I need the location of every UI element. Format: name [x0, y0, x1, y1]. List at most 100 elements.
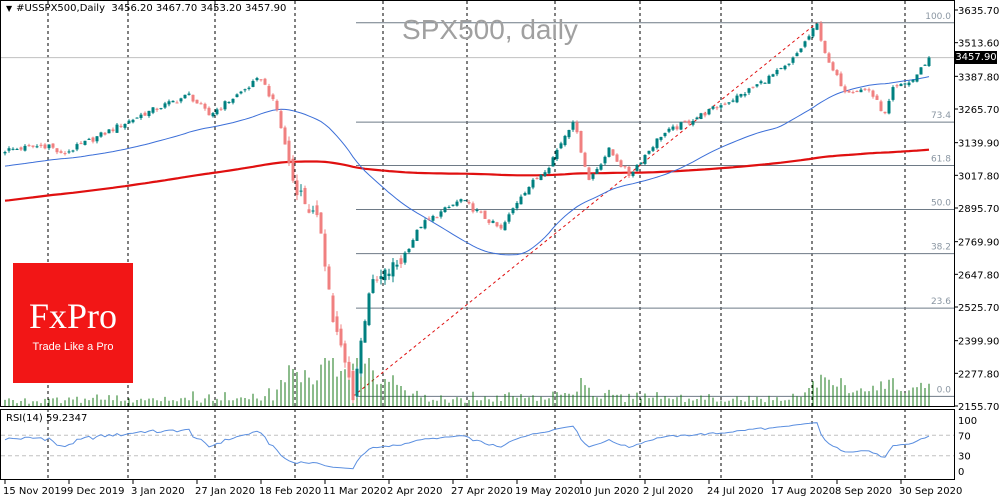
candle-bull: [911, 80, 915, 82]
candle-bull: [371, 279, 375, 293]
candle-bear: [819, 23, 823, 41]
y-tick-label: 2525.70: [958, 303, 999, 314]
candle-bull: [87, 138, 91, 140]
main-panel-frame: [0, 0, 955, 407]
candle-bull: [755, 84, 759, 87]
candle-bear: [483, 210, 487, 219]
fib-level-label: 23.6: [931, 297, 951, 307]
candle-bear: [111, 129, 115, 132]
candle-bull: [787, 63, 791, 65]
candle-bull: [503, 222, 507, 231]
candle-bull: [147, 110, 151, 116]
candle-bull: [691, 121, 695, 125]
candle-bull: [515, 202, 519, 209]
candle-bear: [199, 103, 203, 105]
candle-bull: [359, 340, 363, 374]
ma200-line: [4, 148, 930, 202]
candle-bull: [887, 100, 891, 114]
candle-bull: [223, 101, 227, 110]
candle-bull: [407, 248, 411, 253]
candle-bull: [99, 132, 103, 137]
rsi-axis-label: 30: [958, 452, 971, 463]
candle-bull: [115, 124, 119, 133]
candle-bull: [131, 119, 135, 123]
candle-bear: [19, 147, 23, 150]
candle-bear: [683, 120, 687, 122]
candle-bear: [723, 103, 727, 105]
x-tick-label: 15 Nov 2019: [3, 486, 67, 497]
candle-bull: [907, 82, 911, 86]
candle-bull: [7, 148, 11, 151]
candle-bull: [491, 220, 495, 223]
candle-bear: [275, 100, 279, 110]
candle-bull: [67, 151, 71, 153]
candle-bull: [163, 103, 167, 108]
candle-bear: [287, 140, 291, 164]
candle-bull: [23, 145, 27, 151]
ohlc-values: 3456.20 3467.70 3453.20 3457.90: [111, 3, 287, 14]
candle-bear: [335, 316, 339, 332]
candle-bull: [707, 109, 711, 115]
candle-bear: [207, 107, 211, 116]
candle-bull: [211, 113, 215, 117]
x-tick-label: 18 Feb 2020: [259, 486, 321, 497]
candle-bull: [239, 91, 243, 94]
candle-bull: [551, 157, 555, 167]
fib-level-label: 50.0: [931, 199, 951, 209]
x-tick-label: 11 Mar 2020: [323, 486, 386, 497]
candle-bull: [75, 144, 79, 150]
candle-bear: [291, 158, 295, 181]
candle-bear: [619, 160, 623, 167]
candle-bull: [779, 68, 783, 70]
candle-bull: [699, 113, 703, 119]
candle-bull: [591, 174, 595, 179]
candle-bull: [635, 164, 639, 171]
fib-level-label: 0.0: [937, 385, 952, 395]
candle-bull: [247, 87, 251, 89]
y-tick-label: 3017.80: [958, 171, 999, 182]
y-tick-label: 3513.60: [958, 39, 999, 50]
y-tick-label: 2647.80: [958, 270, 999, 281]
candle-bear: [143, 112, 147, 116]
candle-bear: [835, 70, 839, 76]
logo-brand: FxPro: [28, 296, 118, 336]
candle-bull: [475, 210, 479, 212]
candle-bull: [539, 174, 543, 181]
x-tick-label: 10 Jun 2020: [579, 486, 639, 497]
candle-bear: [587, 167, 591, 180]
y-tick-label: 3139.90: [958, 139, 999, 150]
candle-bull: [47, 144, 51, 149]
y-tick-label: 3387.80: [958, 72, 999, 83]
candle-bull: [419, 226, 423, 229]
candle-bull: [679, 122, 683, 130]
candle-bull: [711, 106, 715, 109]
candle-bear: [31, 145, 35, 147]
candle-bear: [315, 205, 319, 216]
candle-bull: [527, 187, 531, 195]
candle-bull: [919, 67, 923, 75]
candle-bear: [79, 143, 83, 145]
chart-header: ▼ #USSPX500,Daily 3456.20 3467.70 3453.20…: [6, 3, 286, 14]
collapse-triangle-icon[interactable]: ▼: [6, 4, 13, 13]
candle-bear: [191, 94, 195, 102]
candle-bull: [243, 89, 247, 91]
candle-bull: [95, 136, 99, 142]
candle-bear: [103, 132, 107, 135]
candle-bull: [719, 105, 723, 108]
candle-bull: [11, 148, 15, 150]
candle-bear: [871, 90, 875, 97]
candle-bull: [451, 204, 455, 206]
candle-bull: [727, 102, 731, 104]
candle-bull: [135, 117, 139, 119]
fib-level-label: 73.4: [931, 111, 951, 121]
fib-level-label: 38.2: [931, 243, 951, 253]
candle-bear: [43, 144, 47, 149]
candle-bear: [399, 258, 403, 265]
fxpro-logo: FxPro Trade Like a Pro: [13, 263, 133, 383]
current-price-label: 3457.90: [955, 51, 997, 64]
x-tick-label: 8 Sep 2020: [835, 486, 892, 497]
candle-bear: [879, 101, 883, 112]
candle-bull: [643, 154, 647, 164]
candle-bull: [531, 179, 535, 188]
